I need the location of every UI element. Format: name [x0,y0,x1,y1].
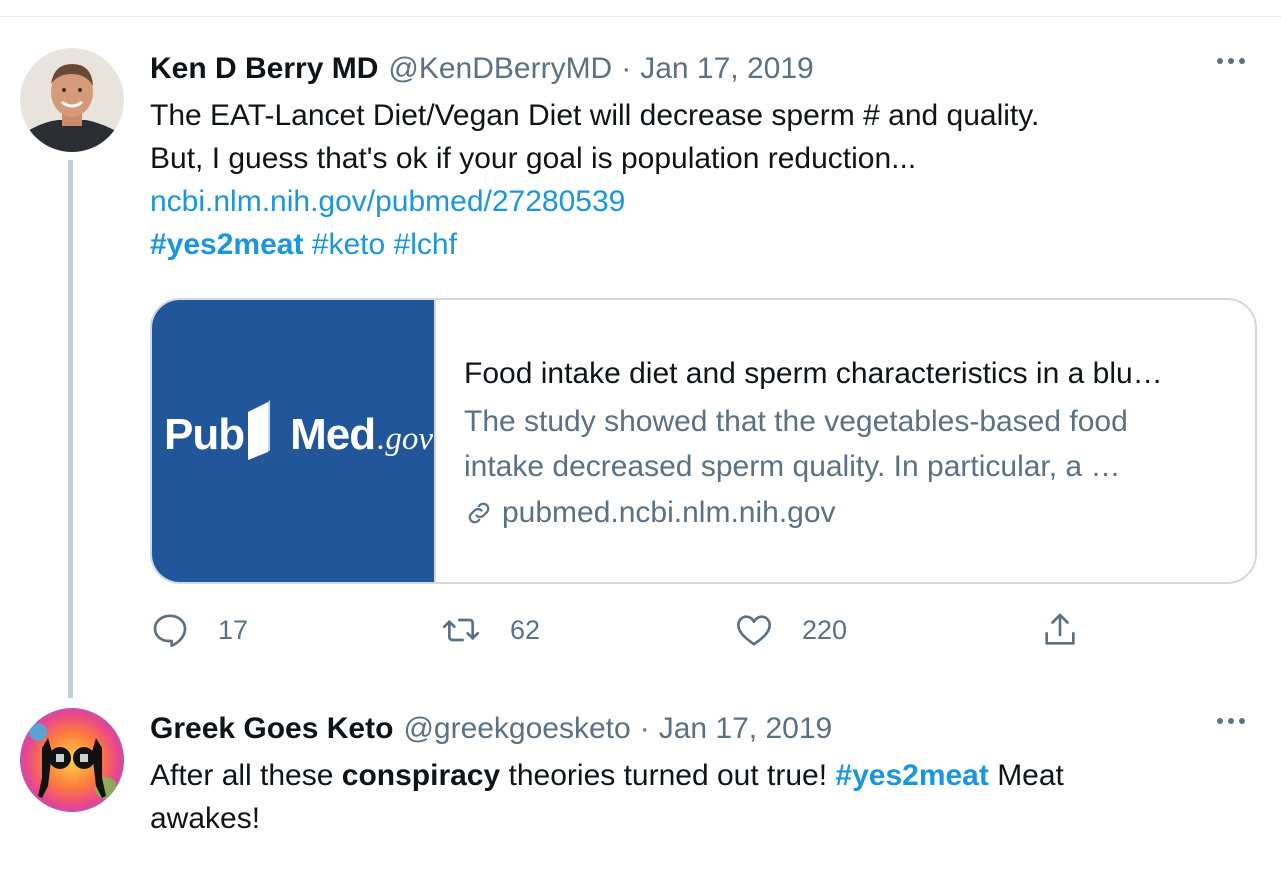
share-icon [1045,613,1075,645]
hashtag-keto[interactable]: #keto [311,228,386,261]
tweet-text-line: awakes! [150,802,261,835]
tweet-actions: 17 62 220 [150,610,1110,654]
card-domain-text: pubmed.ncbi.nlm.nih.gov [502,496,836,529]
tweet-text-bold: conspiracy [341,759,501,792]
card-description-line: intake decreased sperm quality. In parti… [464,450,1121,483]
separator: · [621,52,632,85]
author-handle[interactable]: @greekgoesketo [403,712,631,745]
like-button[interactable]: 220 [734,610,847,650]
card-description-line: The study showed that the vegetables-bas… [464,405,1128,438]
tweet-header: Greek Goes Keto @greekgoesketo · Jan 17,… [150,700,1257,746]
tweet-date[interactable]: Jan 17, 2019 [658,712,833,745]
retweet-icon [443,618,479,642]
tweet-text: The EAT-Lancet Diet/Vegan Diet will decr… [150,94,1257,266]
author-name[interactable]: Ken D Berry MD [150,52,379,85]
tweet-header: Ken D Berry MD @KenDBerryMD · Jan 17, 20… [150,40,1257,86]
separator: · [639,712,650,745]
book-icon [248,400,271,460]
tweet-link[interactable]: ncbi.nlm.nih.gov/pubmed/27280539 [150,185,626,218]
pubmed-logo: Pub Med .gov [152,300,436,582]
card-domain: pubmed.ncbi.nlm.nih.gov [464,493,1231,533]
link-icon [468,502,490,524]
hashtag-lchf[interactable]: #lchf [393,228,457,261]
more-icon[interactable] [1217,58,1245,64]
thread-line [68,160,73,698]
retweet-button[interactable]: 62 [440,610,540,650]
more-icon[interactable] [1217,718,1245,724]
logo-pub: Pub [164,410,245,459]
hashtag-yes2meat[interactable]: #yes2meat [150,228,304,261]
tweet[interactable]: Ken D Berry MD @KenDBerryMD · Jan 17, 20… [0,40,1281,700]
tweet-text-line: The EAT-Lancet Diet/Vegan Diet will decr… [150,99,1040,132]
logo-med: Med [290,410,376,459]
tweet-text-part: theories turned out true! [500,759,836,792]
tweet-text-part: After all these [150,759,342,792]
card-description: The study showed that the vegetables-bas… [464,399,1231,489]
logo-gov: .gov [377,421,434,457]
card-title: Food intake diet and sperm characteristi… [464,357,1163,390]
reply-icon [153,614,187,647]
avatar[interactable] [20,708,124,812]
share-button[interactable] [1040,610,1080,650]
author-handle[interactable]: @KenDBerryMD [388,52,613,85]
hashtag-yes2meat[interactable]: #yes2meat [835,759,989,792]
tweet[interactable]: Greek Goes Keto @greekgoesketo · Jan 17,… [0,700,1281,871]
like-icon [737,615,771,646]
link-preview-card[interactable]: Pub Med .gov Food intake diet and sperm … [150,298,1257,584]
timeline-divider [0,16,1281,17]
author-name[interactable]: Greek Goes Keto [150,712,394,745]
tweet-date[interactable]: Jan 17, 2019 [640,52,814,85]
retweet-count: 62 [510,614,541,645]
tweet-text-part: Meat [988,759,1064,792]
avatar[interactable] [20,48,124,152]
reply-count: 17 [218,614,249,645]
card-body: Food intake diet and sperm characteristi… [436,300,1255,582]
tweet-content: Greek Goes Keto @greekgoesketo · Jan 17,… [150,700,1257,840]
tweet-content: Ken D Berry MD @KenDBerryMD · Jan 17, 20… [150,40,1257,647]
like-count: 220 [802,614,848,645]
reply-button[interactable]: 17 [150,610,248,650]
tweet-text: After all these conspiracy theories turn… [150,754,1257,840]
tweet-text-line: But, I guess that's ok if your goal is p… [150,142,917,175]
